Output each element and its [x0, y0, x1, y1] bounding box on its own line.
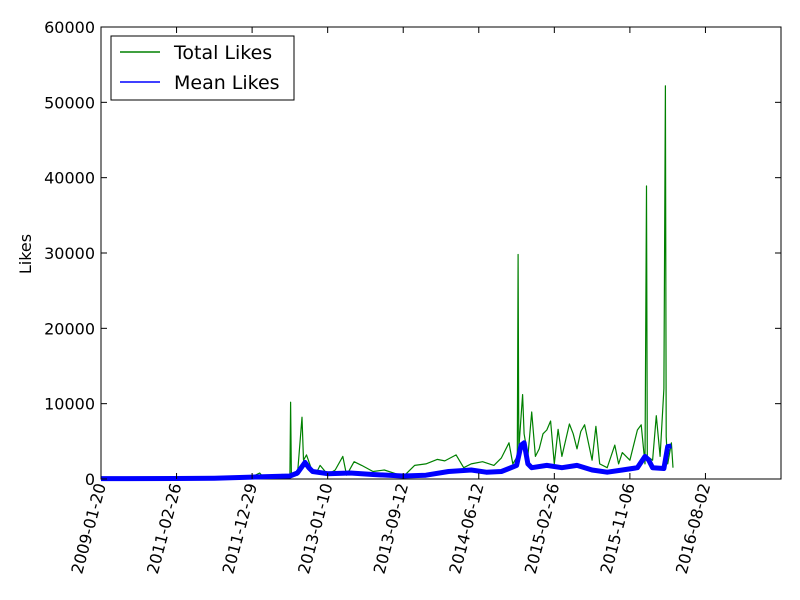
y-tick-label: 30000 [44, 244, 95, 263]
y-axis-label: Likes [16, 234, 35, 274]
x-tick-label: 2013-09-12 [370, 481, 412, 576]
legend-label-total-likes: Total Likes [173, 42, 272, 64]
x-tick-label: 2013-01-10 [294, 481, 336, 576]
y-tick-label: 10000 [44, 395, 95, 414]
y-tick-label: 0 [85, 470, 95, 489]
series-layer [100, 85, 674, 482]
plot-area [100, 26, 782, 480]
x-tick-label: 2015-11-06 [596, 481, 638, 576]
y-axis: 0 10000 20000 30000 40000 50000 60000 [44, 18, 781, 489]
y-tick-label: 60000 [44, 18, 95, 37]
legend: Total Likes Mean Likes [110, 35, 295, 101]
x-tick-label: 2009-01-20 [67, 481, 109, 576]
x-tick-label: 2016-08-02 [672, 481, 714, 576]
legend-label-mean-likes: Mean Likes [174, 72, 280, 94]
x-tick-label: 2011-12-29 [219, 481, 261, 576]
y-tick-label: 20000 [44, 319, 95, 338]
series-line-mean-likes [100, 440, 672, 482]
x-tick-label: 2011-02-26 [143, 481, 185, 576]
legend-box [110, 35, 295, 101]
x-tick-label: 2015-02-26 [521, 481, 563, 576]
y-tick-label: 50000 [44, 93, 95, 112]
y-tick-label: 40000 [44, 169, 95, 188]
x-tick-label: 2014-06-12 [445, 481, 487, 576]
